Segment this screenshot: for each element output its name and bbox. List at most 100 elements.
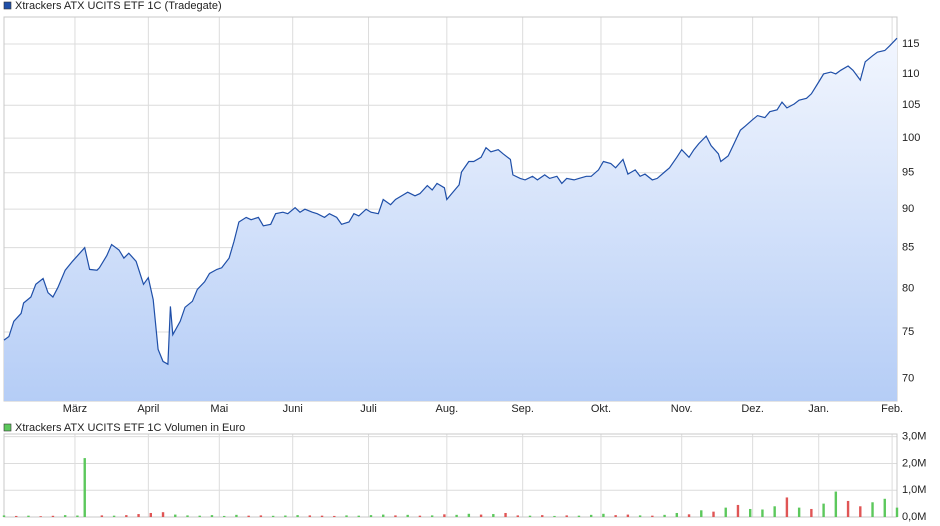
volume-bar xyxy=(626,514,630,517)
legend-label: Xtrackers ATX UCITS ETF 1C (Tradegate) xyxy=(15,0,222,12)
volume-bar xyxy=(247,515,250,517)
volume-bar xyxy=(284,515,287,517)
volume-bar xyxy=(822,503,825,517)
volume-bar xyxy=(895,507,899,517)
y-tick-label: 90 xyxy=(902,203,914,215)
volume-bar xyxy=(773,506,776,517)
price-area xyxy=(4,38,897,401)
volume-bar xyxy=(675,512,679,517)
volume-bar xyxy=(308,515,312,517)
volume-bar xyxy=(83,458,86,517)
volume-bar xyxy=(137,514,140,517)
x-tick-label: Jan. xyxy=(808,403,829,415)
x-tick-label: April xyxy=(137,403,159,415)
volume-bar xyxy=(883,498,886,517)
volume-bar xyxy=(100,515,104,517)
plot-frame xyxy=(3,433,898,518)
volume-bar xyxy=(736,504,740,517)
y-tick-label: 2,0M xyxy=(902,457,926,469)
volume-bar xyxy=(15,515,18,517)
x-tick-label: Juli xyxy=(360,403,377,415)
y-tick-label: 115 xyxy=(902,38,920,50)
volume-bar xyxy=(785,497,789,517)
volume-bar xyxy=(394,515,397,517)
volume-bar xyxy=(614,515,617,517)
volume-bar xyxy=(687,514,691,517)
volume-bar xyxy=(871,502,874,517)
x-tick-label: Sep. xyxy=(511,403,534,415)
x-tick-label: Aug. xyxy=(436,403,459,415)
volume-bar xyxy=(186,515,189,517)
volume-bar xyxy=(418,515,422,517)
y-tick-label: 100 xyxy=(902,132,920,144)
volume-bar xyxy=(345,515,348,517)
volume-bar xyxy=(149,512,152,517)
y-tick-label: 80 xyxy=(902,282,914,294)
volume-bar xyxy=(700,510,703,517)
volume-bar xyxy=(455,514,458,517)
volume-bar xyxy=(222,515,226,517)
legend-swatch xyxy=(3,1,12,10)
y-tick-label: 105 xyxy=(902,99,920,111)
legend-label: Xtrackers ATX UCITS ETF 1C Volumen in Eu… xyxy=(15,422,245,434)
volume-bar xyxy=(112,515,116,517)
legend-swatch xyxy=(3,423,12,432)
volume-bar xyxy=(846,500,850,517)
volume-bar xyxy=(651,515,654,517)
volume-bar xyxy=(834,491,838,517)
volume-bar xyxy=(271,515,275,517)
y-tick-label: 110 xyxy=(902,68,920,80)
volume-bar xyxy=(589,514,593,517)
volume-bar xyxy=(63,515,67,517)
volume-bar xyxy=(443,514,446,517)
volume-bar xyxy=(479,514,483,517)
volume-bar xyxy=(198,515,201,517)
volume-bar xyxy=(761,509,764,517)
volume-bar xyxy=(430,515,434,517)
y-tick-label: 0,0M xyxy=(902,511,926,523)
y-tick-label: 75 xyxy=(902,326,914,338)
x-tick-label: Feb. xyxy=(881,403,903,415)
y-tick-label: 1,0M xyxy=(902,484,926,496)
y-tick-label: 95 xyxy=(902,167,914,179)
volume-bar xyxy=(357,515,360,517)
x-tick-label: Dez. xyxy=(741,403,764,415)
y-tick-label: 70 xyxy=(902,372,914,384)
volume-bar xyxy=(51,515,55,517)
volume-bar xyxy=(504,512,507,517)
x-tick-label: Juni xyxy=(283,403,303,415)
volume-bar xyxy=(174,514,177,517)
volume-bar xyxy=(712,511,715,517)
volume-bar xyxy=(210,515,214,517)
x-tick-label: Okt. xyxy=(591,403,611,415)
volume-bar xyxy=(724,507,727,517)
volume-bar xyxy=(859,506,862,517)
price-line xyxy=(3,37,898,366)
volume-bar xyxy=(516,515,519,517)
volume-bar xyxy=(320,515,324,517)
volume-bar xyxy=(663,514,666,517)
volume-bar xyxy=(541,515,544,517)
y-tick-label: 85 xyxy=(902,242,914,254)
volume-bar xyxy=(161,512,165,517)
volume-bar xyxy=(333,515,336,517)
volume-bar xyxy=(369,515,373,517)
volume-bar xyxy=(797,507,801,517)
volume-bar xyxy=(2,515,6,517)
volume-bar xyxy=(553,515,556,517)
volume-bar xyxy=(565,515,568,517)
volume-bar xyxy=(27,515,30,517)
volume-bar xyxy=(577,515,581,517)
volume-bar xyxy=(406,514,409,517)
x-tick-label: Nov. xyxy=(671,403,693,415)
volume-bar xyxy=(492,514,495,517)
volume-bar xyxy=(467,513,471,517)
x-tick-label: März xyxy=(63,403,87,415)
volume-bar xyxy=(235,514,238,517)
volume-bar xyxy=(125,515,128,517)
volume-bar xyxy=(296,515,299,517)
volume-bar xyxy=(602,513,605,517)
volume-bar xyxy=(76,515,79,517)
volume-bar xyxy=(528,515,532,517)
